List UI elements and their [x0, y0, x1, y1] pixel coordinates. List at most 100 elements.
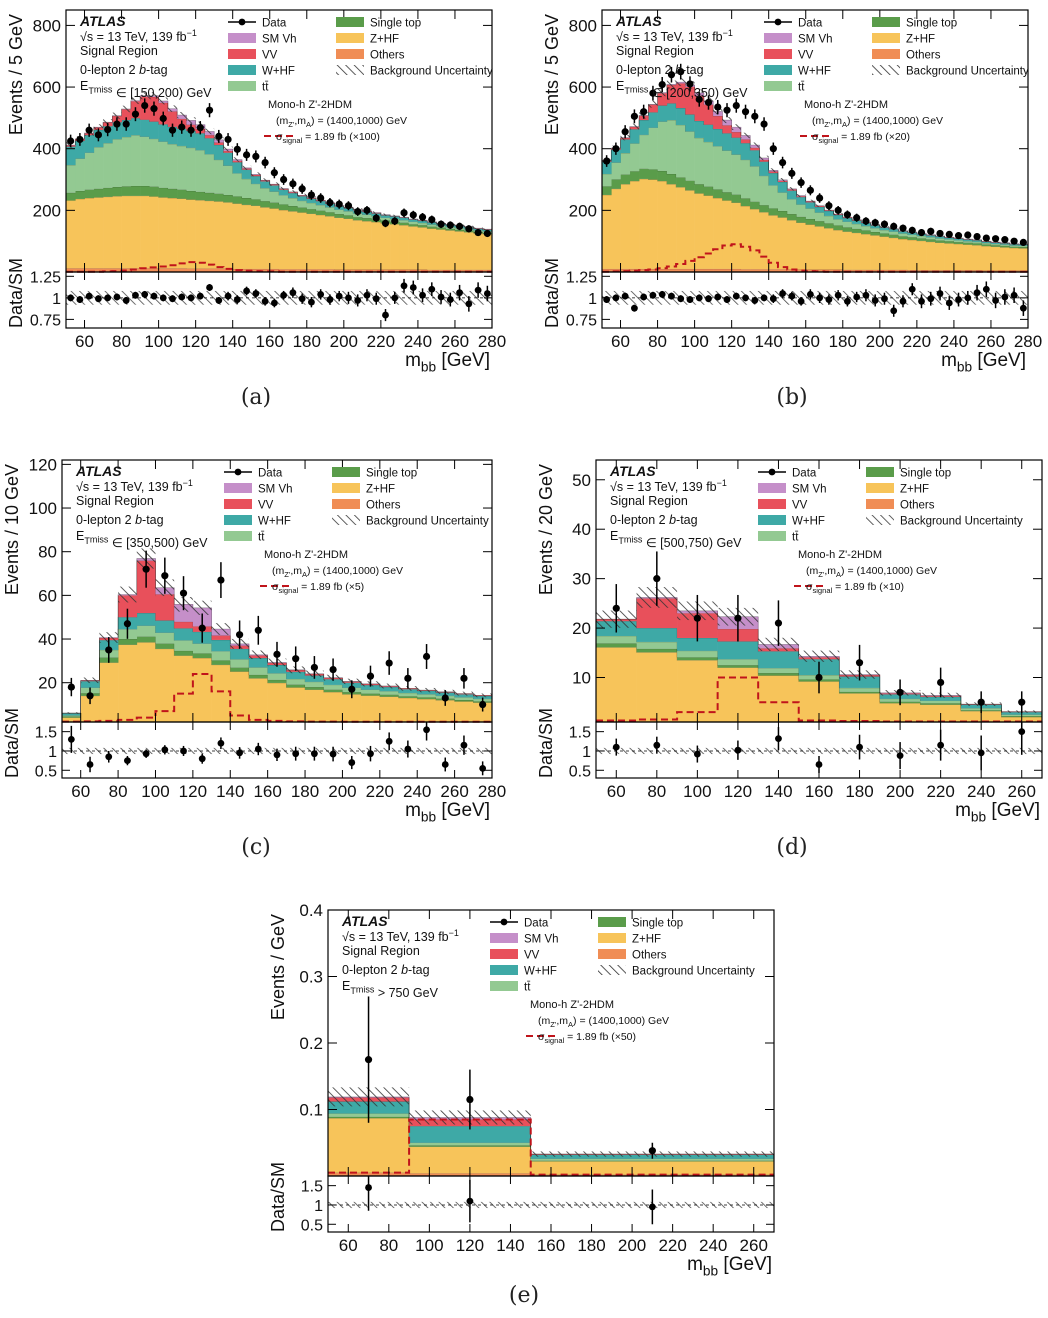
legend-entry-whf: W+HF [224, 515, 291, 528]
bar-tt [972, 241, 982, 244]
ratio-point [437, 293, 445, 301]
uncertainty-band [251, 172, 261, 177]
bar-stop [722, 192, 732, 201]
legend-label: Background Uncertainty [370, 66, 493, 78]
legend-label: SM Vh [792, 484, 827, 496]
bar-zhf [666, 184, 677, 269]
uncertainty-band [796, 194, 806, 198]
x-tick-label: 260 [977, 332, 1005, 351]
legend-entry-zhf: Z+HF [336, 33, 399, 46]
data-point [843, 211, 852, 219]
x-tick-label: 60 [339, 1236, 358, 1255]
label-part: = 1.89 fb (×5) [298, 581, 364, 593]
bar-whf [935, 236, 945, 239]
y-tick-label: 60 [38, 586, 57, 605]
label-part: m [405, 350, 421, 371]
uncertainty-band [130, 97, 141, 105]
bar-stop [454, 229, 465, 232]
uncertainty-band [390, 214, 400, 218]
bar-zhf [93, 197, 104, 269]
uncertainty-band [963, 238, 973, 240]
ratio-point [187, 294, 195, 302]
ratio-point [955, 296, 962, 303]
bar-zhf [136, 642, 156, 722]
ratio-point [104, 294, 112, 302]
x-tick-label: 240 [403, 782, 431, 801]
ratio-point [658, 291, 666, 298]
bar-tt [211, 651, 231, 661]
bar-tt [787, 199, 797, 215]
signal-title: Mono-h Z'-2HDM [530, 999, 614, 1011]
ratio-point [428, 285, 436, 293]
ratio-point [198, 755, 206, 763]
label-part: miss [356, 985, 375, 995]
bar-stop [768, 208, 779, 216]
ratio-point [973, 289, 981, 297]
bar-whf [267, 665, 287, 674]
bar-stop [907, 237, 918, 240]
bar-whf [839, 676, 881, 688]
ratio-point [252, 290, 260, 297]
x-tick-label: 80 [379, 1236, 398, 1255]
label-part: signal [818, 136, 838, 145]
label-part: = 1.89 fb (×10) [832, 581, 904, 593]
bar-stop [677, 657, 718, 661]
x-tick-label: 160 [253, 782, 281, 801]
bar-others [436, 269, 446, 272]
bar-zhf [713, 198, 723, 269]
bar-stop [204, 192, 215, 201]
legend-entry-whf: W+HF [490, 965, 557, 978]
bar-zhf [953, 243, 964, 271]
label-part: miss [624, 535, 643, 545]
data-point [215, 132, 223, 140]
bar-whf [269, 185, 280, 192]
selection-label: 0-lepton 2 b-tag [616, 63, 704, 77]
label-part: −1 [717, 478, 727, 488]
uncertainty-band [62, 712, 81, 714]
bar-tt [602, 173, 612, 187]
uncertainty-band [777, 177, 788, 182]
legend-swatch [336, 17, 364, 27]
bar-tt [685, 131, 695, 181]
label-part: bb [421, 810, 437, 825]
ratio-point [649, 291, 657, 299]
bar-tt [629, 143, 640, 172]
ratio-y-axis-label: Data/SM [2, 708, 22, 778]
caption-c: (c) [241, 835, 271, 860]
bar-zhf [323, 692, 343, 722]
caption-e: (e) [508, 1283, 540, 1308]
signal-masses: (mZ',mA) = (1400,1000) GeV [276, 115, 407, 129]
bar-whf [155, 620, 175, 633]
legend-label: Z+HF [366, 484, 395, 496]
data-point [653, 575, 661, 583]
bar-others [297, 269, 308, 272]
bar-zhf [286, 687, 306, 722]
legend-swatch [866, 499, 894, 509]
bar-stop [305, 687, 325, 690]
bar-zhf [417, 699, 437, 722]
ratio-point [400, 282, 408, 290]
ratio-point [714, 293, 722, 301]
ratio-point [142, 750, 150, 758]
bar-others [186, 268, 196, 272]
stack-histogram [66, 95, 493, 272]
experiment-label: ATLAS [79, 13, 126, 29]
label-part: -tag [682, 63, 704, 77]
bar-stop [177, 189, 187, 199]
legend-label: Z+HF [906, 34, 935, 46]
bar-whf [316, 201, 326, 206]
label-part: b [139, 63, 146, 77]
data-point [1001, 236, 1009, 244]
bar-whf [204, 138, 215, 155]
ratio-point [67, 735, 75, 743]
label-part: m [405, 800, 421, 821]
bar-tt [248, 667, 268, 675]
y-axis-label: Events / 20 GeV [536, 464, 556, 595]
bar-stop [248, 674, 268, 679]
data-point [76, 135, 84, 144]
bar-stop [325, 212, 335, 217]
bar-vv [223, 150, 233, 153]
legend-entry-unc: Background Uncertainty [866, 515, 1023, 528]
bar-stop [1018, 247, 1029, 249]
legend-label: Others [900, 500, 935, 512]
